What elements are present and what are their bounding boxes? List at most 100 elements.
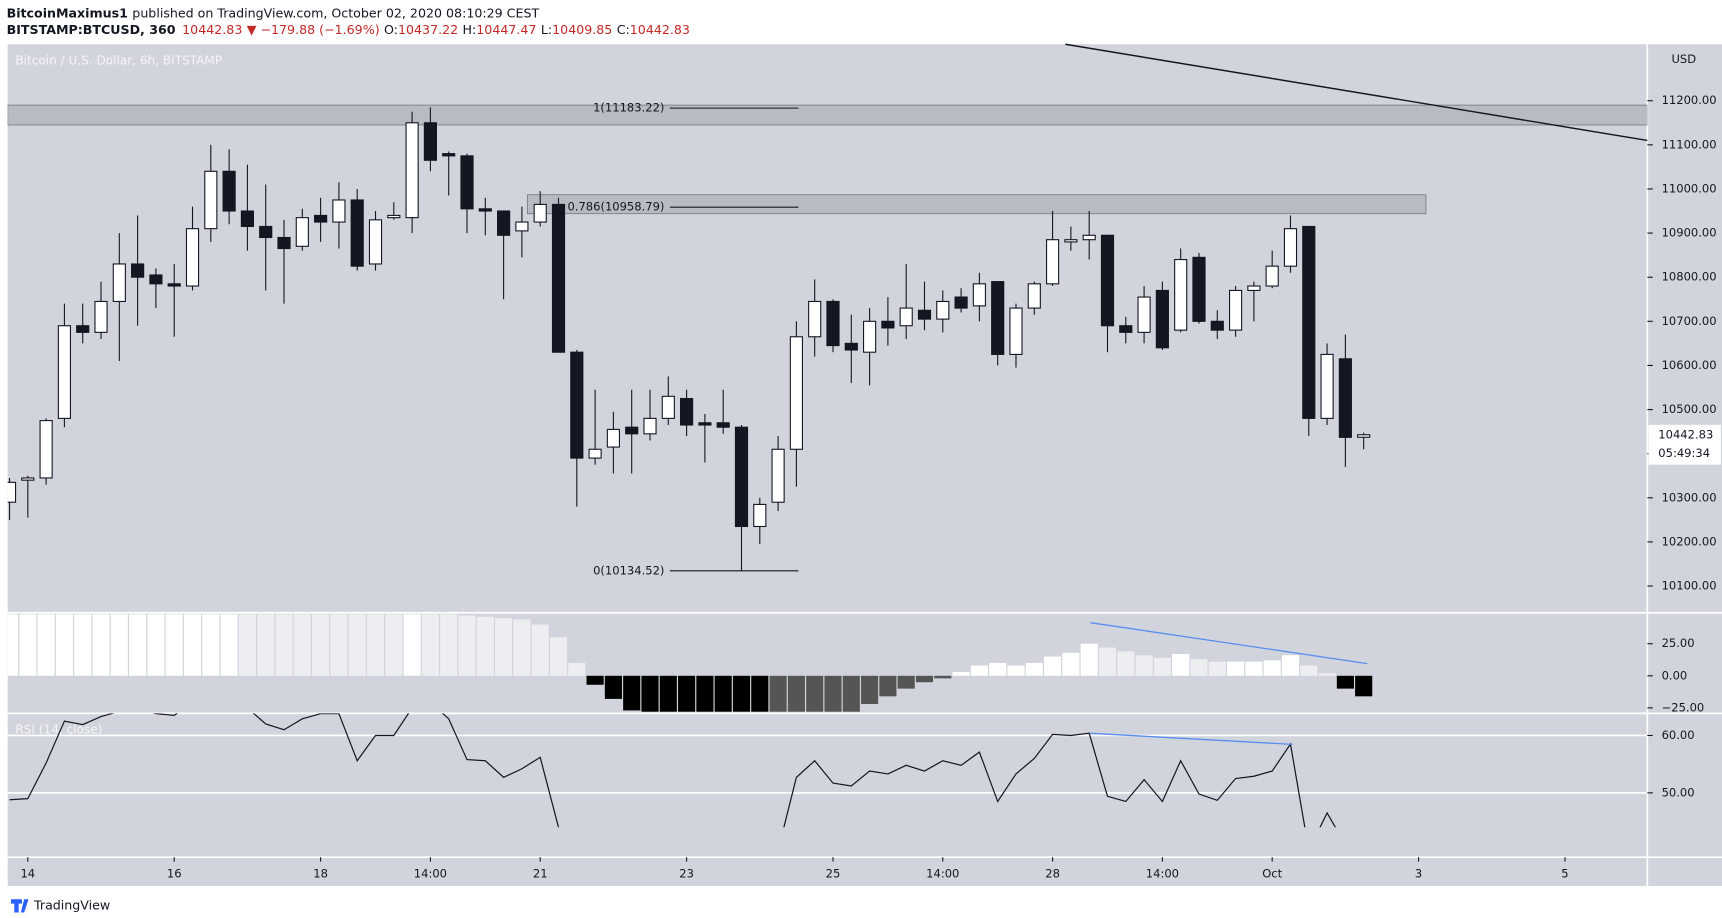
main-pane: 1(11183.22) 0.786(10958.79) 0(10134.52) <box>7 101 1648 577</box>
candle-body <box>1119 325 1133 333</box>
y-tick-label: 11100.00 <box>1662 137 1717 151</box>
macd-bar <box>1281 655 1300 676</box>
macd-bar <box>348 614 366 676</box>
candle-body <box>167 283 181 287</box>
candle-body <box>716 422 730 428</box>
candle-body <box>1302 225 1316 419</box>
axes: 14 16 18 14:00 21 23 25 14:00 28 14:00 Oct 3 5 10100.… <box>20 93 1721 880</box>
macd-bar <box>37 614 55 676</box>
x-tick-label: 14 <box>20 866 35 880</box>
close: 10442.83 <box>630 21 690 36</box>
footer: TradingView <box>33 897 110 912</box>
macd-bar <box>257 614 275 676</box>
candle-body <box>423 122 437 161</box>
candle-body <box>625 426 639 435</box>
candle-body <box>551 203 566 353</box>
macd-bar <box>604 675 622 699</box>
macd-bar <box>513 619 531 676</box>
macd-bar <box>385 614 403 676</box>
y-tick-label: 10800.00 <box>1662 270 1717 284</box>
candle-body <box>204 170 218 230</box>
macd-bar <box>129 614 147 676</box>
ohlc-label: O: <box>384 21 398 36</box>
candle-body <box>991 281 1005 355</box>
y-tick-label: 10600.00 <box>1662 358 1717 372</box>
x-tick-label: 25 <box>826 866 841 880</box>
candle-body <box>899 307 913 327</box>
macd-bar <box>787 675 805 712</box>
candle-body <box>1192 256 1206 322</box>
x-tick-label: 5 <box>1561 866 1568 880</box>
macd-bar <box>842 675 860 712</box>
macd-bar <box>1318 673 1336 676</box>
candle-body <box>131 263 145 278</box>
divergence-line <box>1090 732 1293 746</box>
candle-body <box>789 336 803 450</box>
candle-body <box>1247 285 1261 291</box>
macd-bar <box>1355 675 1373 697</box>
y-tick-label: 10100.00 <box>1662 579 1717 593</box>
y-tick-label: −25.00 <box>1662 700 1705 714</box>
macd-bar <box>659 675 677 712</box>
candle-body <box>1265 265 1279 287</box>
macd-bar <box>421 614 439 676</box>
candle-body <box>57 325 72 419</box>
ohlc-label: L: <box>541 21 552 36</box>
macd-bar <box>549 637 568 676</box>
macd-bar <box>769 675 787 712</box>
candle-body <box>314 214 328 223</box>
x-tick-label: 28 <box>1045 866 1060 880</box>
macd-bar <box>403 614 421 676</box>
macd-bar <box>55 614 73 676</box>
zone <box>526 194 1427 215</box>
candle-body <box>1320 353 1334 419</box>
macd-bar <box>861 675 879 705</box>
candle-body <box>1174 258 1188 331</box>
candle-body <box>185 228 200 287</box>
zone <box>7 104 1648 126</box>
x-tick-label: 16 <box>167 866 182 880</box>
macd-bar <box>495 618 513 676</box>
macd-bar <box>366 614 385 676</box>
macd-bar <box>1172 653 1190 676</box>
candle-body <box>826 300 840 347</box>
y-tick-label: 0.00 <box>1662 668 1688 682</box>
candle-body <box>460 155 474 210</box>
macd-bar <box>586 675 604 685</box>
macd-bar <box>92 614 110 676</box>
x-tick-label: 14:00 <box>926 866 959 880</box>
macd-bar <box>696 675 714 712</box>
macd-bar <box>879 675 897 697</box>
macd-bar <box>641 675 659 712</box>
candle-body <box>533 203 547 223</box>
macd-bar <box>1007 665 1025 676</box>
change: ▼ −179.88 (−1.69%) <box>247 21 380 36</box>
x-tick-label: Oct <box>1262 866 1282 880</box>
last-price-label: 10442.83 <box>1658 427 1713 441</box>
chart-background <box>7 44 1722 886</box>
candle-body <box>588 448 602 459</box>
candle-body <box>606 428 620 448</box>
y-tick-label: 10500.00 <box>1662 402 1717 416</box>
macd-bar <box>678 675 696 712</box>
macd-bar <box>220 614 238 676</box>
x-tick-label: 14:00 <box>414 866 447 880</box>
candle-body <box>863 320 877 353</box>
candle-body <box>277 236 291 250</box>
macd-bar <box>1263 660 1281 676</box>
header-line: BitcoinMaximus1 published on TradingView.… <box>7 5 540 20</box>
x-tick-label: 14:00 <box>1146 866 1179 880</box>
last-price: 10442.83 <box>182 21 242 36</box>
candle-body <box>1228 289 1243 331</box>
macd-bar <box>989 662 1007 676</box>
candle-body <box>478 208 492 212</box>
low: 10409.85 <box>552 21 612 36</box>
macd-bar <box>19 614 37 676</box>
y-tick-label: 11200.00 <box>1662 93 1717 107</box>
candle-body <box>643 417 657 435</box>
candle-body <box>21 477 35 481</box>
macd-bar <box>293 614 311 676</box>
macd-bar <box>623 675 641 711</box>
candle-body <box>515 221 529 232</box>
